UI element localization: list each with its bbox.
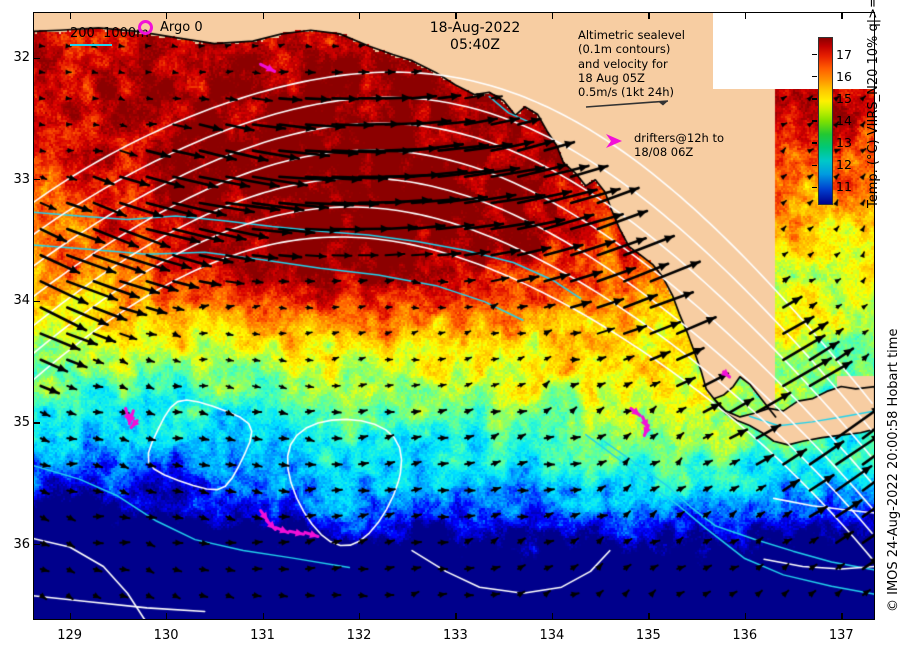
annotation-line-1: Altimetric sealevel [578, 28, 685, 42]
title-time: 05:40Z [450, 37, 500, 53]
x-axis-label: 137 [828, 628, 854, 643]
x-axis-tick [166, 613, 168, 620]
x-axis-tick [744, 12, 747, 19]
y-axis-label: 34 [13, 293, 30, 309]
argo-legend-label: Argo 0 [160, 20, 203, 35]
x-axis-tick [455, 613, 457, 620]
drifter-legend-label: drifters@12h to 18/08 06Z [634, 131, 724, 160]
x-axis-tick [69, 613, 72, 620]
annotation-line-3: and velocity for [578, 56, 668, 71]
colorbar-tick [812, 98, 817, 100]
x-axis-tick [166, 12, 168, 19]
colorbar-tick [812, 164, 817, 166]
colorbar-backdrop-panel [713, 13, 874, 89]
x-axis-label: 131 [250, 628, 275, 643]
x-axis-label: 130 [153, 628, 179, 643]
map-plot-area[interactable] [33, 12, 875, 620]
y-axis-tick [33, 179, 40, 181]
colorbar-tick-label: 17 [836, 46, 852, 62]
scalebar-1000-label: 1000m [103, 26, 149, 41]
scalebar-labels: 200 1000m [70, 26, 149, 41]
annotation-line-4: 18 Aug 05Z [578, 70, 645, 85]
x-axis-tick [551, 613, 554, 620]
x-axis-label: 132 [346, 628, 372, 643]
colorbar-tick-label: 16 [836, 68, 852, 84]
annotation-line-2: (0.1m contours) [578, 42, 671, 57]
colorbar-tick [812, 76, 817, 78]
colorbar-tick-label: 13 [836, 135, 852, 151]
title-date: 18-Aug-2022 [429, 20, 521, 36]
x-axis-tick [358, 613, 361, 620]
x-axis-tick [841, 613, 843, 620]
scalebar-200-label: 200 [70, 26, 95, 41]
x-axis-tick [841, 12, 843, 19]
x-axis-label: 135 [635, 628, 661, 643]
x-axis-tick [69, 12, 72, 19]
y-axis-label: 35 [13, 415, 30, 430]
altimetry-annotation: Altimetric sealevel (0.1m contours) and ve… [578, 28, 685, 99]
y-axis-tick [33, 57, 40, 59]
drifter-key-arrow-icon [606, 134, 622, 148]
x-axis-tick [551, 12, 554, 19]
y-axis-tick [33, 543, 40, 546]
colorbar-tick-label: 12 [836, 157, 852, 173]
x-axis-label: 136 [732, 628, 758, 643]
x-axis-tick [262, 613, 264, 620]
colorbar-tick [812, 142, 817, 144]
x-axis-tick [262, 12, 264, 19]
copyright-notice: © IMOS 24-Aug-2022 20:00:58 Hobart time [886, 328, 900, 612]
argo-float-marker-icon [138, 20, 153, 35]
x-axis-tick [358, 12, 361, 19]
x-axis-label: 133 [443, 628, 468, 643]
sst-raster-canvas [33, 12, 875, 620]
x-axis-tick [455, 12, 457, 19]
y-axis-label: 36 [13, 536, 30, 552]
colorbar-tick [812, 186, 817, 188]
colorbar-title: Temp. (°C) VIIRS_N20 10% q|>=2 [866, 0, 881, 208]
colorbar-tick-label: 14 [836, 113, 852, 128]
y-axis-tick [33, 300, 40, 303]
scalebar-contour-line [70, 44, 112, 47]
colorbar-tick [812, 53, 817, 56]
temperature-colorbar [818, 37, 833, 205]
velocity-key-arrow-icon [585, 100, 669, 108]
x-axis-tick [744, 613, 747, 620]
colorbar-tick [812, 120, 817, 122]
y-axis-label: 32 [13, 50, 30, 66]
colorbar-tick-label: 15 [836, 90, 852, 106]
x-axis-tick [648, 12, 650, 19]
y-axis-label: 33 [13, 171, 30, 187]
figure-title: 18-Aug-2022 05:40Z [400, 20, 550, 54]
colorbar-tick-label: 11 [836, 179, 852, 195]
drifter-line-2: 18/08 06Z [634, 145, 694, 160]
annotation-line-5: 0.5m/s (1kt 24h) [578, 85, 675, 100]
x-axis-label: 134 [539, 628, 565, 643]
x-axis-label: 129 [57, 628, 83, 643]
drifter-line-1: drifters@12h to [634, 131, 724, 145]
x-axis-tick [648, 613, 650, 620]
y-axis-tick [33, 422, 40, 424]
